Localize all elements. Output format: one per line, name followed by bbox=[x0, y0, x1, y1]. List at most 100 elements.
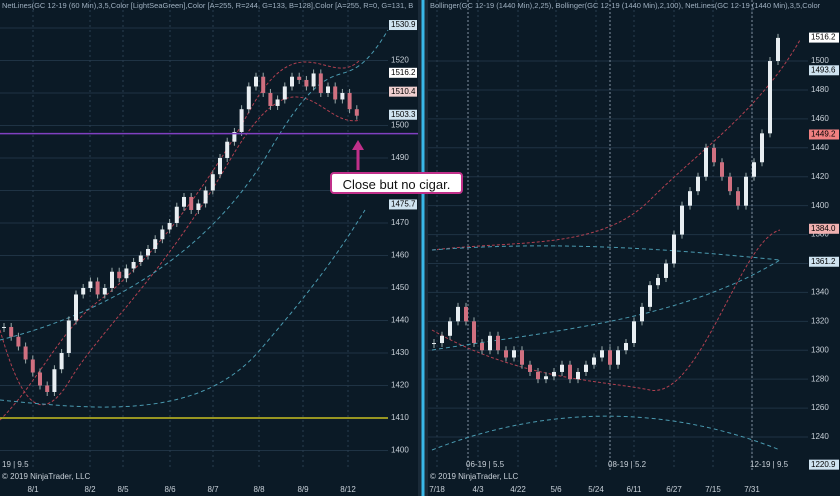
candle bbox=[696, 176, 700, 192]
candle bbox=[736, 191, 740, 206]
x-tick-label: 4/3 bbox=[472, 485, 484, 494]
candle bbox=[318, 73, 323, 93]
x-tick-label: 5/6 bbox=[550, 485, 562, 494]
candle bbox=[88, 281, 93, 288]
y-tick-label: 1420 bbox=[811, 172, 829, 181]
candle bbox=[9, 326, 14, 337]
candle bbox=[712, 147, 716, 163]
price-badge bbox=[809, 223, 839, 234]
price-badge bbox=[809, 256, 839, 267]
y-tick-label: 1460 bbox=[811, 114, 829, 123]
r-band100-mid bbox=[431, 259, 781, 351]
candle bbox=[340, 92, 345, 100]
x-tick-label: 6/27 bbox=[666, 485, 682, 494]
candle bbox=[261, 76, 266, 93]
candle bbox=[616, 350, 620, 365]
candle bbox=[59, 352, 64, 370]
annotation: Close but no cigar. bbox=[330, 172, 463, 194]
y-tick-label: 1500 bbox=[391, 121, 409, 130]
left-copyright: © 2019 NinjaTrader, LLC bbox=[2, 472, 91, 481]
price-badge-label: 1530.9 bbox=[391, 20, 416, 29]
candle bbox=[225, 141, 230, 158]
candle bbox=[544, 376, 548, 380]
candle bbox=[189, 196, 194, 210]
x-tick-label: 8/1 bbox=[27, 485, 39, 494]
candle bbox=[504, 350, 508, 358]
candle bbox=[275, 99, 280, 106]
candle bbox=[560, 364, 564, 372]
y-tick-label: 1430 bbox=[391, 348, 409, 357]
candle bbox=[110, 271, 114, 288]
candle bbox=[297, 76, 302, 80]
price-badge-label: 1220.9 bbox=[811, 460, 836, 469]
session-label: 06-19 | 5.5 bbox=[466, 460, 505, 469]
candle bbox=[432, 343, 436, 345]
candle bbox=[720, 162, 724, 177]
y-tick-label: 1490 bbox=[391, 153, 409, 162]
price-badge bbox=[809, 129, 839, 140]
price-badge-label: 1516.2 bbox=[811, 33, 836, 42]
y-tick-label: 1400 bbox=[811, 201, 829, 210]
y-tick-label: 1400 bbox=[391, 446, 409, 455]
candle bbox=[95, 281, 100, 295]
candle bbox=[160, 229, 165, 240]
y-tick-label: 1520 bbox=[391, 56, 409, 65]
candle bbox=[672, 234, 676, 264]
y-tick-label: 1340 bbox=[811, 288, 829, 297]
x-tick-label: 7/31 bbox=[744, 485, 760, 494]
price-badge-label: 1475.7 bbox=[391, 200, 416, 209]
y-tick-label: 1440 bbox=[811, 143, 829, 152]
candle bbox=[640, 306, 644, 322]
x-tick-label: 8/12 bbox=[340, 485, 356, 494]
band-slow bbox=[0, 209, 366, 408]
candle bbox=[354, 109, 359, 116]
candle bbox=[680, 205, 684, 235]
price-badge bbox=[389, 67, 417, 78]
x-tick-label: 6/11 bbox=[627, 485, 643, 494]
price-badge bbox=[389, 109, 417, 120]
x-tick-label: 8/9 bbox=[297, 485, 309, 494]
session-label: 08-19 | 5.2 bbox=[608, 460, 647, 469]
candle bbox=[290, 76, 294, 87]
candle bbox=[153, 239, 158, 249]
x-tick-label: 7/18 bbox=[429, 485, 445, 494]
y-tick-label: 1440 bbox=[391, 316, 409, 325]
candle bbox=[182, 196, 186, 207]
y-tick-label: 1460 bbox=[391, 251, 409, 260]
candle bbox=[552, 371, 556, 377]
session-label: 12-19 | 9.5 bbox=[750, 460, 789, 469]
candle bbox=[440, 335, 444, 344]
candle bbox=[210, 174, 215, 191]
candle bbox=[656, 277, 660, 286]
candle bbox=[600, 350, 604, 358]
candle bbox=[167, 222, 172, 230]
candle bbox=[304, 79, 309, 87]
candle bbox=[38, 372, 42, 386]
candle bbox=[246, 86, 251, 110]
candle bbox=[196, 203, 201, 210]
band-upper bbox=[0, 59, 361, 421]
candle bbox=[760, 133, 764, 163]
r-band100-upper bbox=[431, 245, 781, 261]
y-tick-label: 1240 bbox=[811, 432, 829, 441]
candle bbox=[23, 346, 28, 360]
candle bbox=[311, 73, 316, 87]
price-badge bbox=[809, 459, 839, 470]
r-band-lower bbox=[431, 229, 781, 391]
candle bbox=[218, 157, 222, 175]
candle bbox=[528, 364, 532, 372]
candle bbox=[268, 92, 273, 106]
candle bbox=[520, 350, 524, 365]
candle bbox=[752, 162, 756, 177]
y-tick-label: 1500 bbox=[811, 56, 829, 65]
arrow-head bbox=[352, 140, 364, 150]
x-tick-label: 8/7 bbox=[207, 485, 219, 494]
candle bbox=[768, 61, 772, 134]
price-badge bbox=[389, 199, 417, 210]
candle bbox=[624, 343, 628, 351]
y-tick-label: 1260 bbox=[811, 403, 829, 412]
candle bbox=[102, 287, 107, 295]
y-tick-label: 1380 bbox=[811, 230, 829, 239]
candle bbox=[688, 191, 692, 206]
